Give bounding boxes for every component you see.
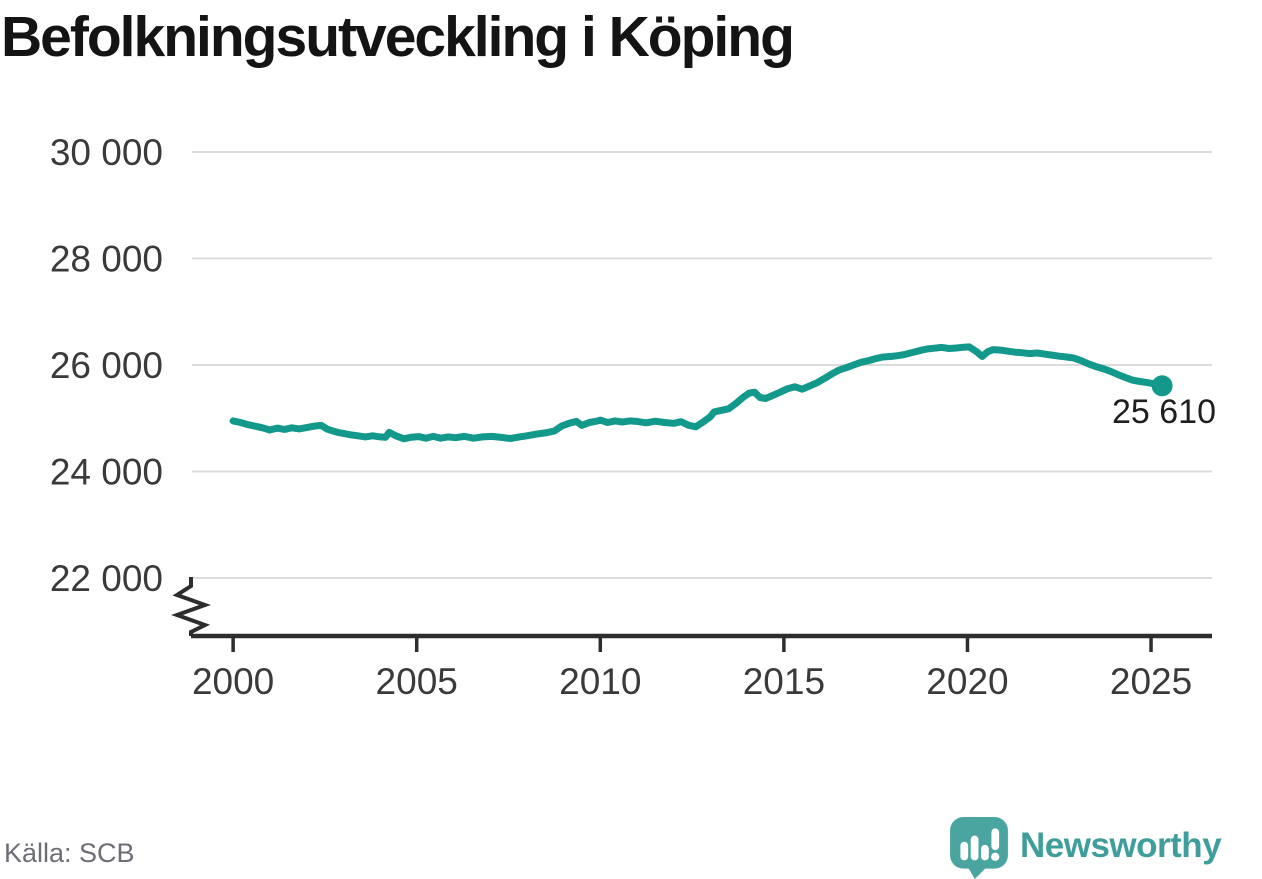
- y-axis-tick-label: 24 000: [50, 452, 163, 493]
- y-axis-tick-label: 26 000: [50, 345, 163, 386]
- latest-value-dot: [1151, 375, 1173, 397]
- bar-chart-bar-3: [981, 844, 989, 861]
- bar-chart-bar-2: [970, 835, 979, 861]
- x-axis-tick-label: 2025: [1110, 661, 1192, 702]
- chart-title: Befolkningsutveckling i Köping: [1, 5, 795, 69]
- x-axis-tick-label: 2020: [926, 661, 1008, 702]
- speech-bubble-shape: [950, 817, 1008, 879]
- x-axis-tick-label: 2010: [559, 661, 641, 702]
- exclamation-dot: [991, 852, 1000, 861]
- newsworthy-logo: Newsworthy: [950, 817, 1222, 879]
- y-axis-tick-label: 22 000: [50, 558, 163, 599]
- source-note: Källa: SCB: [4, 838, 135, 868]
- latest-value-label: 25 610: [1112, 393, 1216, 431]
- y-axis-tick-label: 28 000: [50, 239, 163, 280]
- x-axis-tick-label: 2005: [376, 661, 458, 702]
- population-line: [229, 343, 1166, 443]
- x-axis-tick-label: 2000: [192, 661, 274, 702]
- newsworthy-wordmark: Newsworthy: [1020, 825, 1222, 865]
- newsworthy-logo-icon: [950, 817, 1008, 879]
- y-axis-tick-label: 30 000: [50, 132, 163, 173]
- y-axis-break: [171, 577, 211, 636]
- x-axis-tick-label: 2015: [743, 661, 825, 702]
- exclamation-bar: [991, 828, 1000, 851]
- bar-chart-bar-1: [960, 841, 969, 861]
